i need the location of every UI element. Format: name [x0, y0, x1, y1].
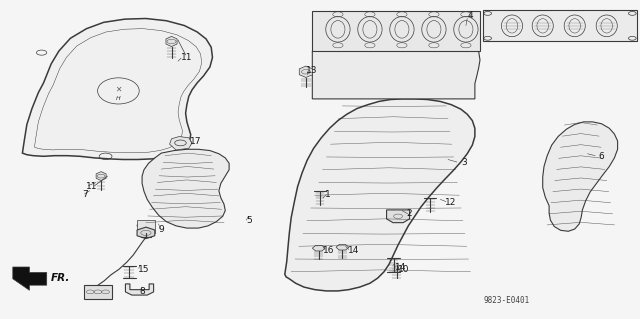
Polygon shape [285, 99, 475, 291]
Text: 14: 14 [395, 263, 406, 272]
Text: 9: 9 [159, 225, 164, 234]
Text: 11: 11 [86, 182, 98, 191]
Text: 8: 8 [140, 287, 145, 296]
Text: 1: 1 [325, 190, 331, 199]
Text: FR.: FR. [51, 273, 70, 283]
Polygon shape [170, 137, 192, 150]
Polygon shape [137, 227, 155, 239]
Polygon shape [336, 244, 349, 250]
Text: 10: 10 [398, 265, 410, 274]
Bar [137, 220, 155, 233]
Polygon shape [13, 267, 47, 290]
Text: H: H [116, 96, 121, 101]
Polygon shape [125, 284, 154, 295]
Text: 15: 15 [138, 265, 149, 274]
Polygon shape [312, 11, 480, 51]
Text: 5: 5 [246, 216, 252, 225]
Text: 4: 4 [467, 11, 473, 20]
Polygon shape [312, 47, 480, 99]
Polygon shape [543, 122, 618, 231]
Text: 16: 16 [323, 246, 335, 255]
Polygon shape [300, 66, 312, 78]
Text: 3: 3 [461, 158, 467, 167]
Polygon shape [22, 19, 212, 160]
Polygon shape [387, 210, 410, 223]
Text: 12: 12 [445, 198, 456, 207]
Text: ✕: ✕ [115, 85, 122, 94]
Text: 13: 13 [306, 66, 317, 75]
Polygon shape [142, 149, 229, 228]
Text: 9823-E0401: 9823-E0401 [483, 296, 529, 305]
Text: 6: 6 [598, 152, 604, 161]
Text: 11: 11 [180, 53, 192, 62]
Polygon shape [96, 172, 106, 181]
Text: 2: 2 [406, 209, 412, 218]
Polygon shape [483, 10, 637, 41]
Polygon shape [312, 245, 325, 251]
Text: 7: 7 [82, 190, 88, 199]
Polygon shape [84, 285, 112, 299]
Text: 17: 17 [190, 137, 202, 146]
Polygon shape [166, 36, 177, 47]
Text: 14: 14 [348, 246, 359, 255]
